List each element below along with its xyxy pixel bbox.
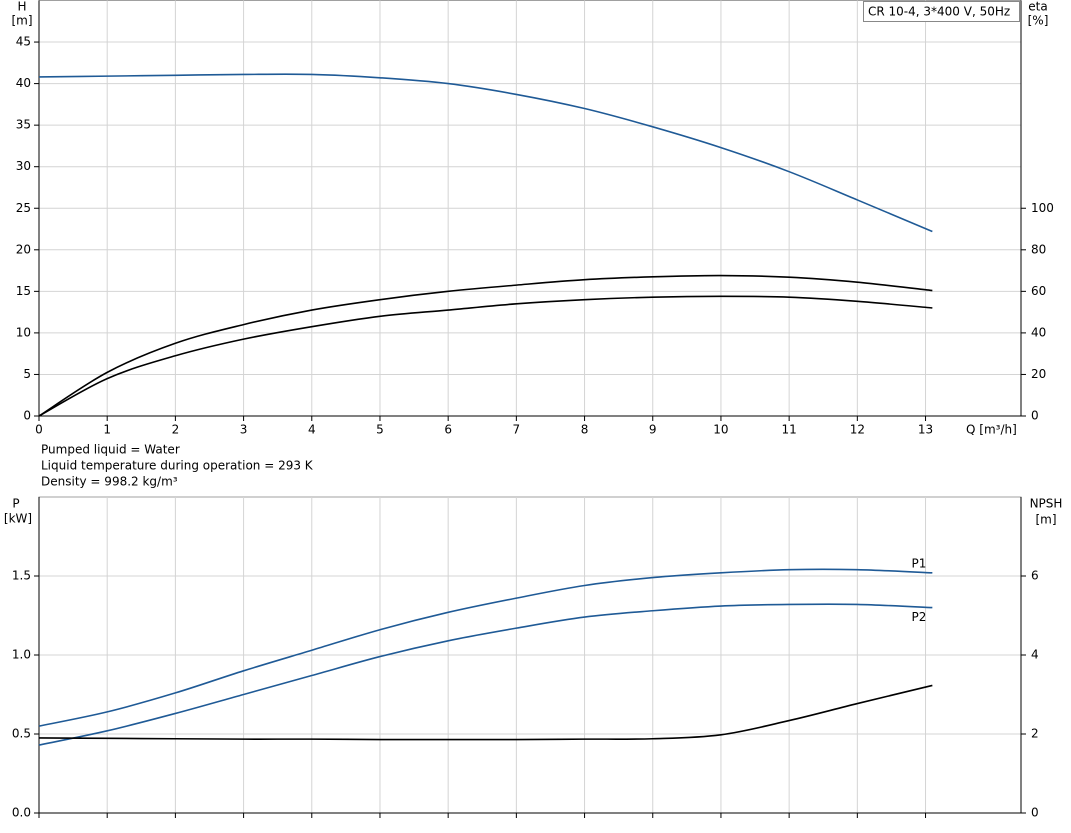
y-tick-label: 20 — [16, 242, 31, 256]
axis-label: eta — [1028, 0, 1047, 14]
y2-tick-label: 20 — [1031, 367, 1046, 381]
x-tick-label: 3 — [240, 423, 248, 437]
y-tick-label: 10 — [16, 325, 31, 339]
x-tick-label: 6 — [444, 423, 452, 437]
axis-label: NPSH — [1030, 497, 1063, 511]
y2-tick-label: 100 — [1031, 201, 1054, 215]
x-tick-label: 0 — [35, 423, 43, 437]
x-tick-label: 8 — [581, 423, 589, 437]
x-tick-label: 11 — [781, 423, 796, 437]
x-axis-label: Q [m³/h] — [966, 423, 1017, 437]
x-tick-label: 4 — [308, 423, 316, 437]
axis-label: [m] — [11, 14, 32, 28]
y-tick-label: 0 — [23, 409, 31, 423]
x-tick-label: 1 — [103, 423, 111, 437]
y-tick-label: 45 — [16, 35, 31, 49]
x-tick-label: 13 — [918, 423, 933, 437]
y-tick-label: 15 — [16, 284, 31, 298]
y-tick-label: 5 — [23, 367, 31, 381]
note: Density = 998.2 kg/m³ — [41, 475, 178, 489]
x-tick-label: 9 — [649, 423, 657, 437]
y-tick-label: 0.0 — [12, 806, 31, 820]
series-line — [38, 684, 933, 741]
chart-title: CR 10-4, 3*400 V, 50Hz — [868, 5, 1010, 19]
y2-tick-label: 4 — [1031, 648, 1039, 662]
x-tick-label: 2 — [172, 423, 180, 437]
series-line — [38, 603, 933, 746]
x-tick-label: 12 — [850, 423, 865, 437]
series-label: P1 — [911, 556, 926, 570]
series-line — [38, 568, 933, 727]
series-line — [38, 295, 933, 417]
y-tick-label: 25 — [16, 201, 31, 215]
x-tick-label: 5 — [376, 423, 384, 437]
axis-label: H — [17, 0, 26, 14]
legend-box — [863, 1, 1020, 22]
x-tick-label: 7 — [513, 423, 521, 437]
y-tick-label: 1.5 — [12, 569, 31, 583]
x-tick-label: 10 — [713, 423, 728, 437]
axis-label: [m] — [1035, 513, 1056, 527]
note: Liquid temperature during operation = 29… — [41, 459, 314, 473]
series-line — [38, 73, 933, 233]
y2-tick-label: 80 — [1031, 242, 1046, 256]
y2-tick-label: 0 — [1031, 806, 1039, 820]
y-tick-label: 0.5 — [12, 727, 31, 741]
series-label: P2 — [911, 610, 926, 624]
axis-label: [kW] — [4, 512, 32, 526]
axis-label: P — [12, 497, 19, 511]
axis-label: [%] — [1028, 14, 1049, 28]
note: Pumped liquid = Water — [41, 443, 180, 457]
series-line — [38, 274, 933, 417]
y-tick-label: 1.0 — [12, 648, 31, 662]
y-tick-label: 30 — [16, 159, 31, 173]
y2-tick-label: 60 — [1031, 284, 1046, 298]
y2-tick-label: 40 — [1031, 325, 1046, 339]
y-tick-label: 35 — [16, 118, 31, 132]
y2-tick-label: 2 — [1031, 727, 1039, 741]
y2-tick-label: 0 — [1031, 409, 1039, 423]
y2-tick-label: 6 — [1031, 569, 1039, 583]
y-tick-label: 40 — [16, 76, 31, 90]
